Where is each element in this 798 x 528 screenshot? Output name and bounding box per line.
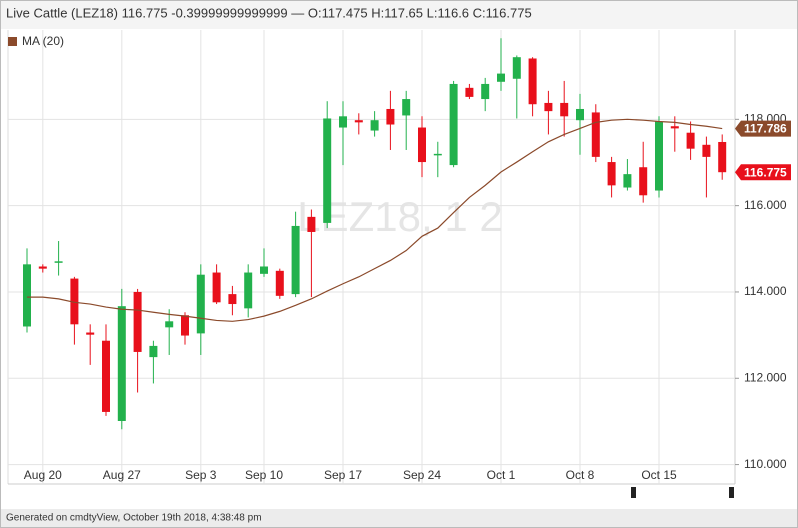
candle-body bbox=[370, 120, 379, 131]
candle-body bbox=[433, 153, 442, 156]
candle-body bbox=[244, 272, 253, 309]
footer: Generated on cmdtyView, October 19th 201… bbox=[6, 513, 262, 524]
candle-body bbox=[260, 266, 268, 274]
candle-body bbox=[275, 270, 284, 296]
candle-body bbox=[607, 162, 616, 186]
x-tick-label: Oct 15 bbox=[641, 468, 677, 482]
x-tick-label: Oct 8 bbox=[566, 468, 595, 482]
candle-body bbox=[291, 225, 300, 295]
candle-body bbox=[560, 102, 569, 117]
x-tick-label: Aug 27 bbox=[103, 468, 141, 482]
scroll-handle[interactable] bbox=[631, 487, 636, 498]
candle-body bbox=[465, 87, 474, 97]
candle-body bbox=[623, 174, 632, 188]
candle-body bbox=[418, 127, 426, 163]
candle-body bbox=[38, 266, 47, 269]
candle-body bbox=[339, 116, 347, 128]
y-tick-label: 114.000 bbox=[744, 284, 787, 298]
candle-body bbox=[481, 83, 490, 100]
candle-body bbox=[718, 141, 727, 173]
legend-swatch bbox=[8, 37, 17, 46]
candle-body bbox=[655, 121, 663, 191]
header-bar bbox=[1, 1, 797, 29]
x-tick-label: Sep 17 bbox=[324, 468, 362, 482]
candle-body bbox=[307, 216, 316, 232]
price-tag bbox=[735, 120, 791, 137]
ma-line bbox=[27, 118, 723, 322]
candle-body bbox=[181, 315, 189, 336]
candle-body bbox=[686, 132, 695, 149]
x-tick-label: Oct 1 bbox=[487, 468, 516, 482]
candle-body bbox=[212, 272, 221, 303]
candle-body bbox=[544, 102, 553, 112]
candle-body bbox=[133, 291, 142, 352]
candle-body bbox=[702, 144, 711, 157]
price-tag-label: 117.786 bbox=[744, 122, 787, 136]
scroll-handle[interactable] bbox=[729, 487, 734, 498]
x-tick-label: Sep 24 bbox=[403, 468, 441, 482]
x-tick-label: Sep 3 bbox=[185, 468, 217, 482]
candle-body bbox=[165, 321, 174, 328]
candle-body bbox=[528, 58, 537, 105]
candle-body bbox=[449, 83, 458, 166]
x-tick-label: Aug 20 bbox=[24, 468, 62, 482]
candle-body bbox=[323, 118, 332, 223]
y-tick-label: 116.000 bbox=[744, 198, 787, 212]
x-tick-label: Sep 10 bbox=[245, 468, 283, 482]
candle-body bbox=[591, 112, 600, 157]
watermark: LEZ18, 1 2 bbox=[297, 193, 502, 240]
candle-body bbox=[117, 306, 126, 421]
candle-body bbox=[228, 294, 237, 305]
y-tick-label: 112.000 bbox=[744, 370, 787, 384]
chart-title: Live Cattle (LEZ18) 116.775 -0.399999999… bbox=[6, 5, 532, 20]
candle-body bbox=[102, 340, 110, 412]
price-tag bbox=[735, 164, 791, 181]
y-tick-label: 110.000 bbox=[744, 457, 787, 471]
candle-body bbox=[386, 108, 395, 125]
candle-body bbox=[576, 108, 584, 121]
candle-body bbox=[670, 126, 679, 129]
candle-body bbox=[497, 73, 505, 82]
candle-body bbox=[639, 167, 648, 196]
candle-body bbox=[86, 332, 95, 335]
footer-bar bbox=[1, 509, 797, 527]
candle-body bbox=[354, 120, 363, 123]
price-tag-label: 116.775 bbox=[744, 165, 787, 179]
candle-body bbox=[23, 264, 31, 327]
candle-body bbox=[196, 274, 205, 334]
candle-body bbox=[402, 99, 411, 116]
candle-body bbox=[54, 261, 63, 263]
candle-body bbox=[70, 278, 79, 325]
legend-label: MA (20) bbox=[22, 34, 64, 48]
candle-body bbox=[149, 345, 158, 358]
candle-body bbox=[512, 57, 521, 79]
